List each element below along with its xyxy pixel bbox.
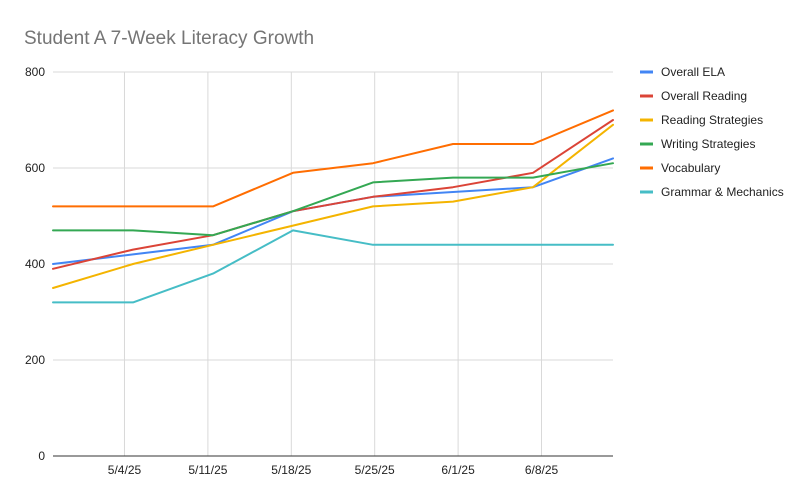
x-tick-label: 6/8/25 xyxy=(525,463,559,477)
legend: Overall ELA Overall Reading Reading Strate… xyxy=(640,65,784,199)
legend-label: Writing Strategies xyxy=(661,137,755,151)
y-tick-label: 200 xyxy=(25,353,45,367)
y-tick-label: 400 xyxy=(25,257,45,271)
series-line xyxy=(52,162,614,237)
series-line xyxy=(52,109,614,208)
series-line xyxy=(52,123,614,289)
x-tick-label: 5/18/25 xyxy=(271,463,311,477)
x-tick-label: 6/1/25 xyxy=(441,463,475,477)
series-line xyxy=(52,229,614,304)
gridlines xyxy=(53,71,613,456)
chart-title: Student A 7-Week Literacy Growth xyxy=(24,28,314,49)
axes: 0 200 400 600 800 5/4/25 5/11/25 5/18/25 5/25/25… xyxy=(25,65,613,477)
series-line xyxy=(52,119,614,270)
y-tick-label: 800 xyxy=(25,65,45,79)
y-tick-label: 0 xyxy=(38,449,45,463)
legend-label: Reading Strategies xyxy=(661,113,763,127)
legend-label: Grammar & Mechanics xyxy=(661,185,784,199)
y-tick-label: 600 xyxy=(25,161,45,175)
legend-label: Vocabulary xyxy=(661,161,720,175)
legend-label: Overall Reading xyxy=(661,89,747,103)
legend-label: Overall ELA xyxy=(661,65,725,79)
series-lines xyxy=(52,109,614,304)
x-tick-label: 5/25/25 xyxy=(355,463,395,477)
x-tick-label: 5/4/25 xyxy=(108,463,142,477)
x-tick-label: 5/11/25 xyxy=(188,463,227,477)
